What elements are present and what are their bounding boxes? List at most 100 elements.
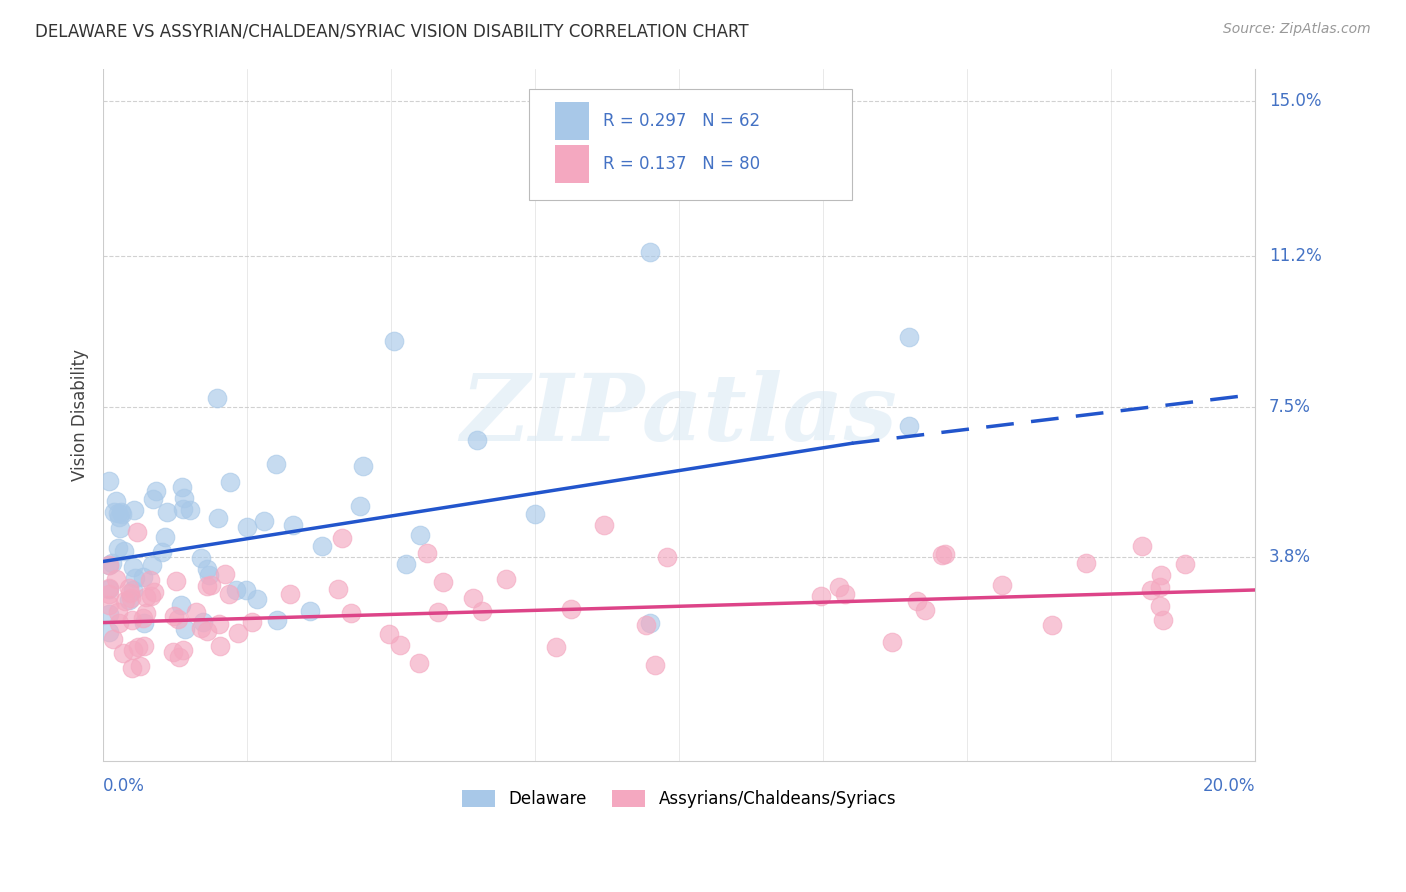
Point <box>190 621 212 635</box>
Point <box>218 475 240 489</box>
Point <box>1149 580 1171 594</box>
Point <box>190 551 212 566</box>
Point <box>546 640 568 655</box>
Point <box>124 502 146 516</box>
Text: 20.0%: 20.0% <box>1202 777 1256 796</box>
FancyBboxPatch shape <box>554 145 589 184</box>
Point <box>378 627 401 641</box>
Point <box>122 643 145 657</box>
Point <box>101 632 124 646</box>
Point <box>235 582 257 597</box>
Point <box>108 616 131 631</box>
Point <box>139 573 162 587</box>
Point <box>166 612 188 626</box>
Point <box>638 615 661 630</box>
Point <box>495 572 517 586</box>
Point <box>167 650 190 665</box>
Point <box>352 458 374 473</box>
Point <box>198 567 221 582</box>
Point <box>299 603 322 617</box>
Point <box>97 582 120 596</box>
Point <box>132 615 155 630</box>
Point <box>165 574 187 588</box>
Point <box>882 634 904 648</box>
Point <box>991 578 1014 592</box>
Point <box>834 587 856 601</box>
Point <box>388 638 411 652</box>
Point <box>382 334 405 348</box>
Point <box>1130 539 1153 553</box>
Point <box>142 584 165 599</box>
Point <box>118 581 141 595</box>
Y-axis label: Vision Disability: Vision Disability <box>72 349 89 481</box>
Point <box>122 559 145 574</box>
Point <box>97 475 120 489</box>
Point <box>931 549 953 563</box>
Point <box>101 557 124 571</box>
Point <box>121 660 143 674</box>
Point <box>142 491 165 506</box>
Point <box>205 391 228 405</box>
Point <box>200 578 222 592</box>
Point <box>246 591 269 606</box>
Point <box>97 624 120 639</box>
Point <box>121 613 143 627</box>
Point <box>97 558 120 572</box>
Point <box>156 505 179 519</box>
Point <box>330 531 353 545</box>
Point <box>236 520 259 534</box>
Point <box>179 502 201 516</box>
Point <box>172 643 194 657</box>
Point <box>141 558 163 573</box>
Point <box>170 480 193 494</box>
Point <box>1076 556 1098 570</box>
Point <box>467 433 489 447</box>
Text: ZIPatlas: ZIPatlas <box>461 370 897 459</box>
Point <box>432 575 454 590</box>
Point <box>145 484 167 499</box>
Point <box>107 541 129 555</box>
Point <box>125 525 148 540</box>
Point <box>97 558 120 572</box>
Text: 0.0%: 0.0% <box>103 777 145 796</box>
Text: R = 0.297   N = 62: R = 0.297 N = 62 <box>603 112 761 130</box>
Point <box>169 598 191 612</box>
Point <box>139 589 162 603</box>
Point <box>898 419 921 434</box>
Text: 7.5%: 7.5% <box>1268 398 1310 416</box>
Point <box>163 608 186 623</box>
Point <box>1150 567 1173 582</box>
Point <box>150 545 173 559</box>
Point <box>112 544 135 558</box>
Point <box>1174 557 1197 571</box>
Point <box>127 640 149 654</box>
Point <box>638 244 661 259</box>
Point <box>644 658 666 673</box>
Point <box>226 626 249 640</box>
Point <box>218 587 240 601</box>
Point <box>278 587 301 601</box>
Point <box>828 580 851 594</box>
Point <box>266 613 288 627</box>
Point <box>195 624 218 638</box>
Point <box>914 603 936 617</box>
Text: 15.0%: 15.0% <box>1268 92 1322 110</box>
Point <box>129 659 152 673</box>
Point <box>111 508 134 522</box>
Point <box>162 645 184 659</box>
Point <box>461 591 484 606</box>
Text: DELAWARE VS ASSYRIAN/CHALDEAN/SYRIAC VISION DISABILITY CORRELATION CHART: DELAWARE VS ASSYRIAN/CHALDEAN/SYRIAC VIS… <box>35 22 749 40</box>
Point <box>131 570 153 584</box>
Text: Source: ZipAtlas.com: Source: ZipAtlas.com <box>1223 22 1371 37</box>
Point <box>105 572 128 586</box>
Point <box>264 457 287 471</box>
Point <box>111 646 134 660</box>
Point <box>103 505 125 519</box>
Point <box>657 550 679 565</box>
Point <box>560 602 582 616</box>
Point <box>408 656 430 670</box>
Point <box>97 607 120 621</box>
Point <box>326 582 349 596</box>
Point <box>107 506 129 520</box>
Point <box>214 567 236 582</box>
